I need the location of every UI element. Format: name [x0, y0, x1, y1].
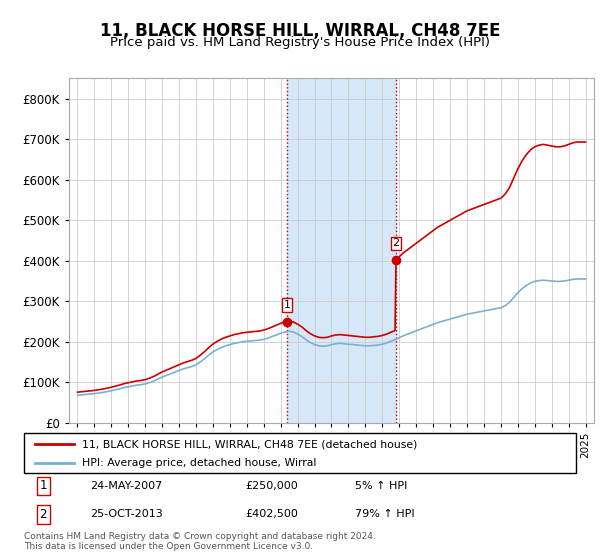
Text: 24-MAY-2007: 24-MAY-2007: [90, 481, 163, 491]
Text: HPI: Average price, detached house, Wirral: HPI: Average price, detached house, Wirr…: [82, 458, 316, 468]
Text: 1: 1: [40, 479, 47, 492]
Bar: [287, 78, 396, 423]
Text: 11, BLACK HORSE HILL, WIRRAL, CH48 7EE (detached house): 11, BLACK HORSE HILL, WIRRAL, CH48 7EE (…: [82, 439, 418, 449]
Text: 11, BLACK HORSE HILL, WIRRAL, CH48 7EE: 11, BLACK HORSE HILL, WIRRAL, CH48 7EE: [100, 22, 500, 40]
Text: £250,000: £250,000: [245, 481, 298, 491]
Text: 5% ↑ HPI: 5% ↑ HPI: [355, 481, 407, 491]
Text: Contains HM Land Registry data © Crown copyright and database right 2024.
This d: Contains HM Land Registry data © Crown c…: [24, 532, 376, 552]
Text: 2: 2: [40, 508, 47, 521]
Text: £402,500: £402,500: [245, 509, 298, 519]
FancyBboxPatch shape: [24, 433, 576, 473]
Text: 79% ↑ HPI: 79% ↑ HPI: [355, 509, 415, 519]
Text: 1: 1: [284, 300, 290, 310]
Text: Price paid vs. HM Land Registry's House Price Index (HPI): Price paid vs. HM Land Registry's House …: [110, 36, 490, 49]
Text: 2: 2: [392, 239, 400, 249]
Text: 25-OCT-2013: 25-OCT-2013: [90, 509, 163, 519]
